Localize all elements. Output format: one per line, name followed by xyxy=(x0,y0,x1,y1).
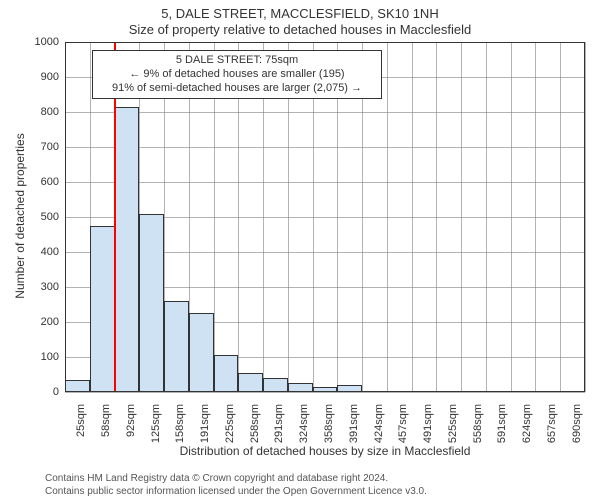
x-tick-label: 324sqm xyxy=(298,404,310,443)
gridline-h xyxy=(65,182,585,183)
gridline-v xyxy=(436,42,437,392)
x-tick-label: 191sqm xyxy=(199,404,211,443)
chart-title-address: 5, DALE STREET, MACCLESFIELD, SK10 1NH xyxy=(0,6,600,21)
y-tick-label: 0 xyxy=(25,386,59,398)
gridline-v xyxy=(585,42,586,392)
y-tick-label: 600 xyxy=(25,176,59,188)
histogram-bar xyxy=(139,214,164,393)
y-tick-label: 700 xyxy=(25,141,59,153)
gridline-v xyxy=(511,42,512,392)
histogram-bar xyxy=(313,387,338,392)
histogram-bar xyxy=(115,107,140,392)
x-tick-label: 591sqm xyxy=(496,404,508,443)
x-tick-label: 258sqm xyxy=(249,404,261,443)
y-tick-label: 100 xyxy=(25,351,59,363)
x-tick-label: 657sqm xyxy=(546,404,558,443)
y-tick-label: 900 xyxy=(25,71,59,83)
gridline-v xyxy=(387,42,388,392)
gridline-v xyxy=(412,42,413,392)
gridline-v xyxy=(486,42,487,392)
caption-line-2: Contains public sector information licen… xyxy=(45,485,427,498)
y-tick-label: 500 xyxy=(25,211,59,223)
chart-title-subtitle: Size of property relative to detached ho… xyxy=(0,22,600,37)
x-axis-label: Distribution of detached houses by size … xyxy=(65,444,585,458)
chart-caption: Contains HM Land Registry data © Crown c… xyxy=(45,472,427,498)
y-tick-label: 1000 xyxy=(25,36,59,48)
gridline-v xyxy=(461,42,462,392)
x-tick-label: 291sqm xyxy=(273,404,285,443)
x-tick-label: 125sqm xyxy=(150,404,162,443)
histogram-bar xyxy=(288,383,313,392)
gridline-v xyxy=(560,42,561,392)
histogram-bar xyxy=(189,313,214,392)
annotation-line-3: 91% of semi-detached houses are larger (… xyxy=(99,82,375,96)
gridline-h xyxy=(65,147,585,148)
histogram-bar xyxy=(238,373,263,392)
histogram-bar xyxy=(65,380,90,392)
annotation-box: 5 DALE STREET: 75sqm ← 9% of detached ho… xyxy=(92,50,382,99)
x-tick-label: 457sqm xyxy=(397,404,409,443)
annotation-line-1: 5 DALE STREET: 75sqm xyxy=(99,54,375,68)
annotation-line-2: ← 9% of detached houses are smaller (195… xyxy=(99,68,375,82)
gridline-h xyxy=(65,392,585,393)
gridline-h xyxy=(65,42,585,43)
histogram-bar xyxy=(214,355,239,392)
histogram-bar xyxy=(337,385,362,392)
y-tick-label: 400 xyxy=(25,246,59,258)
caption-line-1: Contains HM Land Registry data © Crown c… xyxy=(45,472,427,485)
x-tick-label: 558sqm xyxy=(472,404,484,443)
x-tick-label: 92sqm xyxy=(125,404,137,437)
gridline-h xyxy=(65,112,585,113)
x-tick-label: 225sqm xyxy=(224,404,236,443)
x-tick-label: 358sqm xyxy=(323,404,335,443)
y-tick-label: 300 xyxy=(25,281,59,293)
x-tick-label: 690sqm xyxy=(571,404,583,443)
x-tick-label: 491sqm xyxy=(422,404,434,443)
y-tick-label: 800 xyxy=(25,106,59,118)
y-tick-label: 200 xyxy=(25,316,59,328)
gridline-v xyxy=(65,42,66,392)
histogram-bar xyxy=(90,226,115,392)
x-tick-label: 525sqm xyxy=(447,404,459,443)
x-tick-label: 624sqm xyxy=(521,404,533,443)
x-tick-label: 158sqm xyxy=(174,404,186,443)
x-tick-label: 424sqm xyxy=(373,404,385,443)
gridline-v xyxy=(535,42,536,392)
histogram-bar xyxy=(263,378,288,392)
x-tick-label: 391sqm xyxy=(348,404,360,443)
histogram-bar xyxy=(164,301,189,392)
x-tick-label: 58sqm xyxy=(100,404,112,437)
x-tick-label: 25sqm xyxy=(75,404,87,437)
